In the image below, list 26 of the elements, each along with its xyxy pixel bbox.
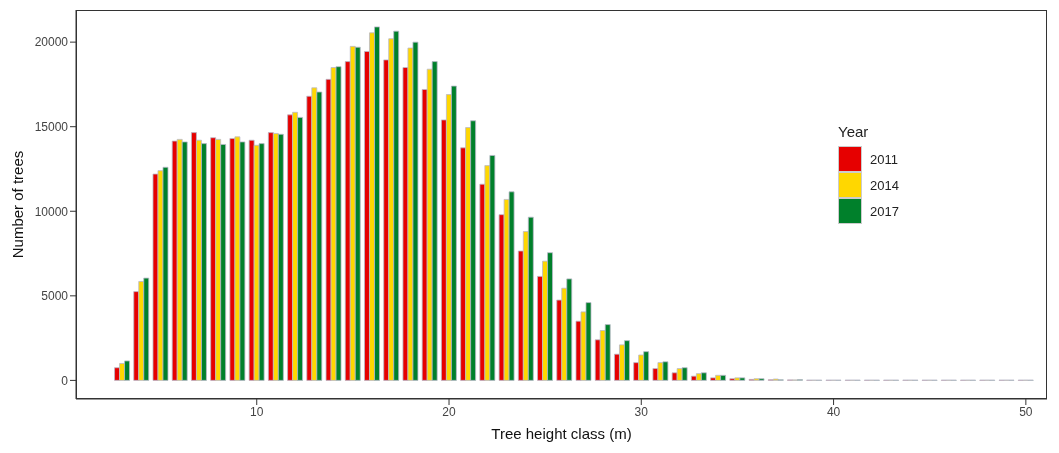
- bar: [700, 372, 707, 381]
- bar: [604, 324, 611, 381]
- x-tick-label: 40: [826, 404, 841, 419]
- x-axis-title: Tree height class (m): [491, 425, 632, 442]
- legend-title: Year: [838, 123, 870, 140]
- bar: [671, 372, 678, 381]
- y-tick-label: 15000: [34, 119, 69, 134]
- y-tick-label: 10000: [34, 204, 69, 219]
- x-tick-label: 10: [250, 404, 264, 419]
- bar: [710, 377, 716, 381]
- y-tick-label: 5000: [41, 289, 69, 304]
- legend-label: 2011: [870, 151, 898, 167]
- y-tick-label: 20000: [34, 35, 69, 50]
- legend-label: 2014: [870, 177, 899, 193]
- bar: [181, 141, 188, 381]
- bar: [431, 61, 438, 381]
- bar: [277, 133, 284, 381]
- x-tick-label: 50: [1019, 404, 1033, 419]
- bar: [354, 46, 361, 381]
- bar: [527, 216, 534, 381]
- y-tick-label: 0: [61, 373, 69, 388]
- x-tick-label: 30: [634, 404, 649, 419]
- bar: [114, 367, 120, 381]
- legend-label: 2017: [870, 203, 899, 219]
- x-tick-label: 20: [442, 404, 457, 419]
- y-axis-title: Number of trees: [9, 150, 27, 259]
